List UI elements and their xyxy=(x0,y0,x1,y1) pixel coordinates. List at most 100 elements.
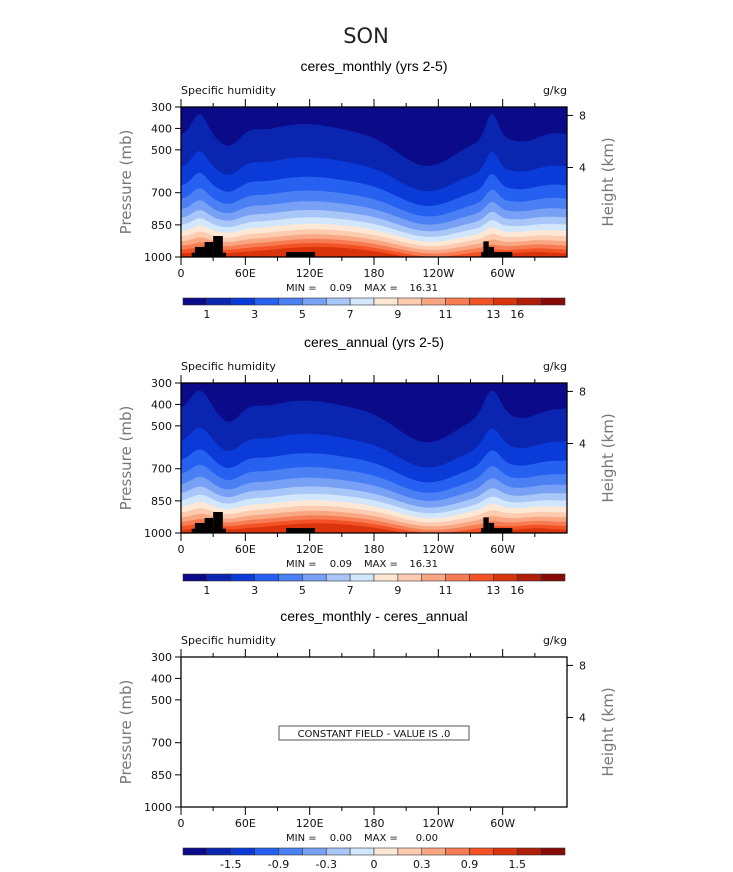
y-tick-label: 850 xyxy=(151,495,172,508)
colorbar-box xyxy=(182,573,208,582)
colorbar-box xyxy=(397,573,423,582)
y-tick-label: 400 xyxy=(151,122,172,135)
max-label: MAX = xyxy=(364,559,398,570)
y-axis-title: Pressure (mb) xyxy=(117,680,135,785)
panel-title: ceres_annual (yrs 2-5) xyxy=(304,334,444,350)
colorbar-box xyxy=(421,573,446,582)
colorbar-box xyxy=(469,573,494,582)
terrain-block xyxy=(194,246,205,257)
colorbar-box xyxy=(516,847,542,856)
colorbar-label: 7 xyxy=(347,584,354,597)
colorbar-box xyxy=(206,847,232,856)
colorbar-box xyxy=(493,573,518,582)
y-tick-label: 700 xyxy=(151,737,172,750)
right-tick-label: 4 xyxy=(579,162,586,175)
colorbar-box xyxy=(325,573,351,582)
terrain-block xyxy=(494,528,513,533)
x-tick-label: 60E xyxy=(235,817,256,830)
colorbar-box xyxy=(397,297,423,306)
colorbar-label: 1 xyxy=(203,308,210,321)
units-label: g/kg xyxy=(543,360,567,373)
x-tick-label: 120E xyxy=(296,267,324,280)
x-tick-label: 0 xyxy=(178,543,185,556)
y-tick-label: 850 xyxy=(151,219,172,232)
min-label: MIN = xyxy=(286,559,317,570)
colorbar-label: 5 xyxy=(299,584,306,597)
y-tick-label: 1000 xyxy=(144,801,172,814)
colorbar-box xyxy=(397,847,423,856)
y-tick-label: 1000 xyxy=(144,527,172,540)
colorbar-box xyxy=(469,847,494,856)
max-value: 16.31 xyxy=(409,283,438,294)
units-label: g/kg xyxy=(543,84,567,97)
max-label: MAX = xyxy=(364,833,398,844)
y-tick-label: 1000 xyxy=(144,251,172,264)
x-tick-label: 60E xyxy=(235,543,256,556)
colorbar-label: 9 xyxy=(394,308,401,321)
colorbar-label: 3 xyxy=(251,308,258,321)
colorbar-label: 13 xyxy=(486,584,500,597)
colorbar: 1 3 5 7 9 11 13 16 xyxy=(182,573,566,597)
x-tick-label: 60W xyxy=(490,267,515,280)
colorbar: 1 3 5 7 9 11 13 16 xyxy=(182,297,566,321)
min-label: MIN = xyxy=(286,283,317,294)
terrain-block xyxy=(191,528,195,533)
colorbar-box xyxy=(373,297,399,306)
colorbar-box xyxy=(445,297,470,306)
colorbar-box xyxy=(278,573,303,582)
terrain-block xyxy=(222,252,227,257)
right-axis-title: Height (km) xyxy=(599,687,617,776)
colorbar-box xyxy=(254,573,279,582)
colorbar-box xyxy=(349,297,375,306)
right-axis-title: Height (km) xyxy=(599,137,617,226)
y-tick-label: 300 xyxy=(151,101,172,114)
x-tick-label: 120W xyxy=(422,267,454,280)
terrain-block xyxy=(286,252,316,257)
colorbar-label: 11 xyxy=(439,308,453,321)
x-tick-label: 180 xyxy=(364,267,385,280)
min-value: 0.09 xyxy=(330,283,352,294)
terrain-block xyxy=(488,522,495,533)
x-tick-label: 60E xyxy=(235,267,256,280)
colorbar-label: 11 xyxy=(439,584,453,597)
colorbar-label: 0.9 xyxy=(461,858,479,871)
colorbar-box xyxy=(540,573,566,582)
colorbar-label: 16 xyxy=(510,584,524,597)
colorbar-box xyxy=(206,297,232,306)
terrain-block xyxy=(483,241,489,257)
x-tick-label: 120E xyxy=(296,817,324,830)
y-axis-title: Pressure (mb) xyxy=(117,130,135,235)
contour-field xyxy=(181,107,567,257)
colorbar-box xyxy=(254,297,279,306)
colorbar-box xyxy=(469,297,494,306)
panel-title: ceres_monthly (yrs 2-5) xyxy=(300,58,447,74)
right-tick-label: 4 xyxy=(579,712,586,725)
colorbar-box xyxy=(302,297,327,306)
colorbar-label: 0.3 xyxy=(413,858,431,871)
right-tick-label: 4 xyxy=(579,438,586,451)
terrain-block xyxy=(481,252,484,257)
colorbar-box xyxy=(206,573,232,582)
terrain-block xyxy=(213,236,223,257)
contour-band-level-0 xyxy=(181,107,567,166)
min-value: 0.00 xyxy=(330,833,352,844)
colorbar-box xyxy=(230,847,255,856)
colorbar-box xyxy=(421,847,446,856)
colorbar-box xyxy=(445,573,470,582)
right-axis-title: Height (km) xyxy=(599,413,617,502)
colorbar-box xyxy=(349,847,375,856)
panels: ceres_monthly (yrs 2-5) Specific humidity… xyxy=(117,58,617,871)
right-tick-label: 8 xyxy=(579,109,586,122)
colorbar-box xyxy=(493,297,518,306)
x-tick-label: 60W xyxy=(490,817,515,830)
colorbar-box xyxy=(421,297,446,306)
terrain-block xyxy=(213,512,223,533)
x-tick-label: 120W xyxy=(422,817,454,830)
min-value: 0.09 xyxy=(330,559,352,570)
colorbar-label: 13 xyxy=(486,308,500,321)
terrain-block xyxy=(481,528,484,533)
colorbar-box xyxy=(302,847,327,856)
colorbar-box xyxy=(373,847,399,856)
terrain-block xyxy=(286,528,316,533)
colorbar-box xyxy=(278,297,303,306)
